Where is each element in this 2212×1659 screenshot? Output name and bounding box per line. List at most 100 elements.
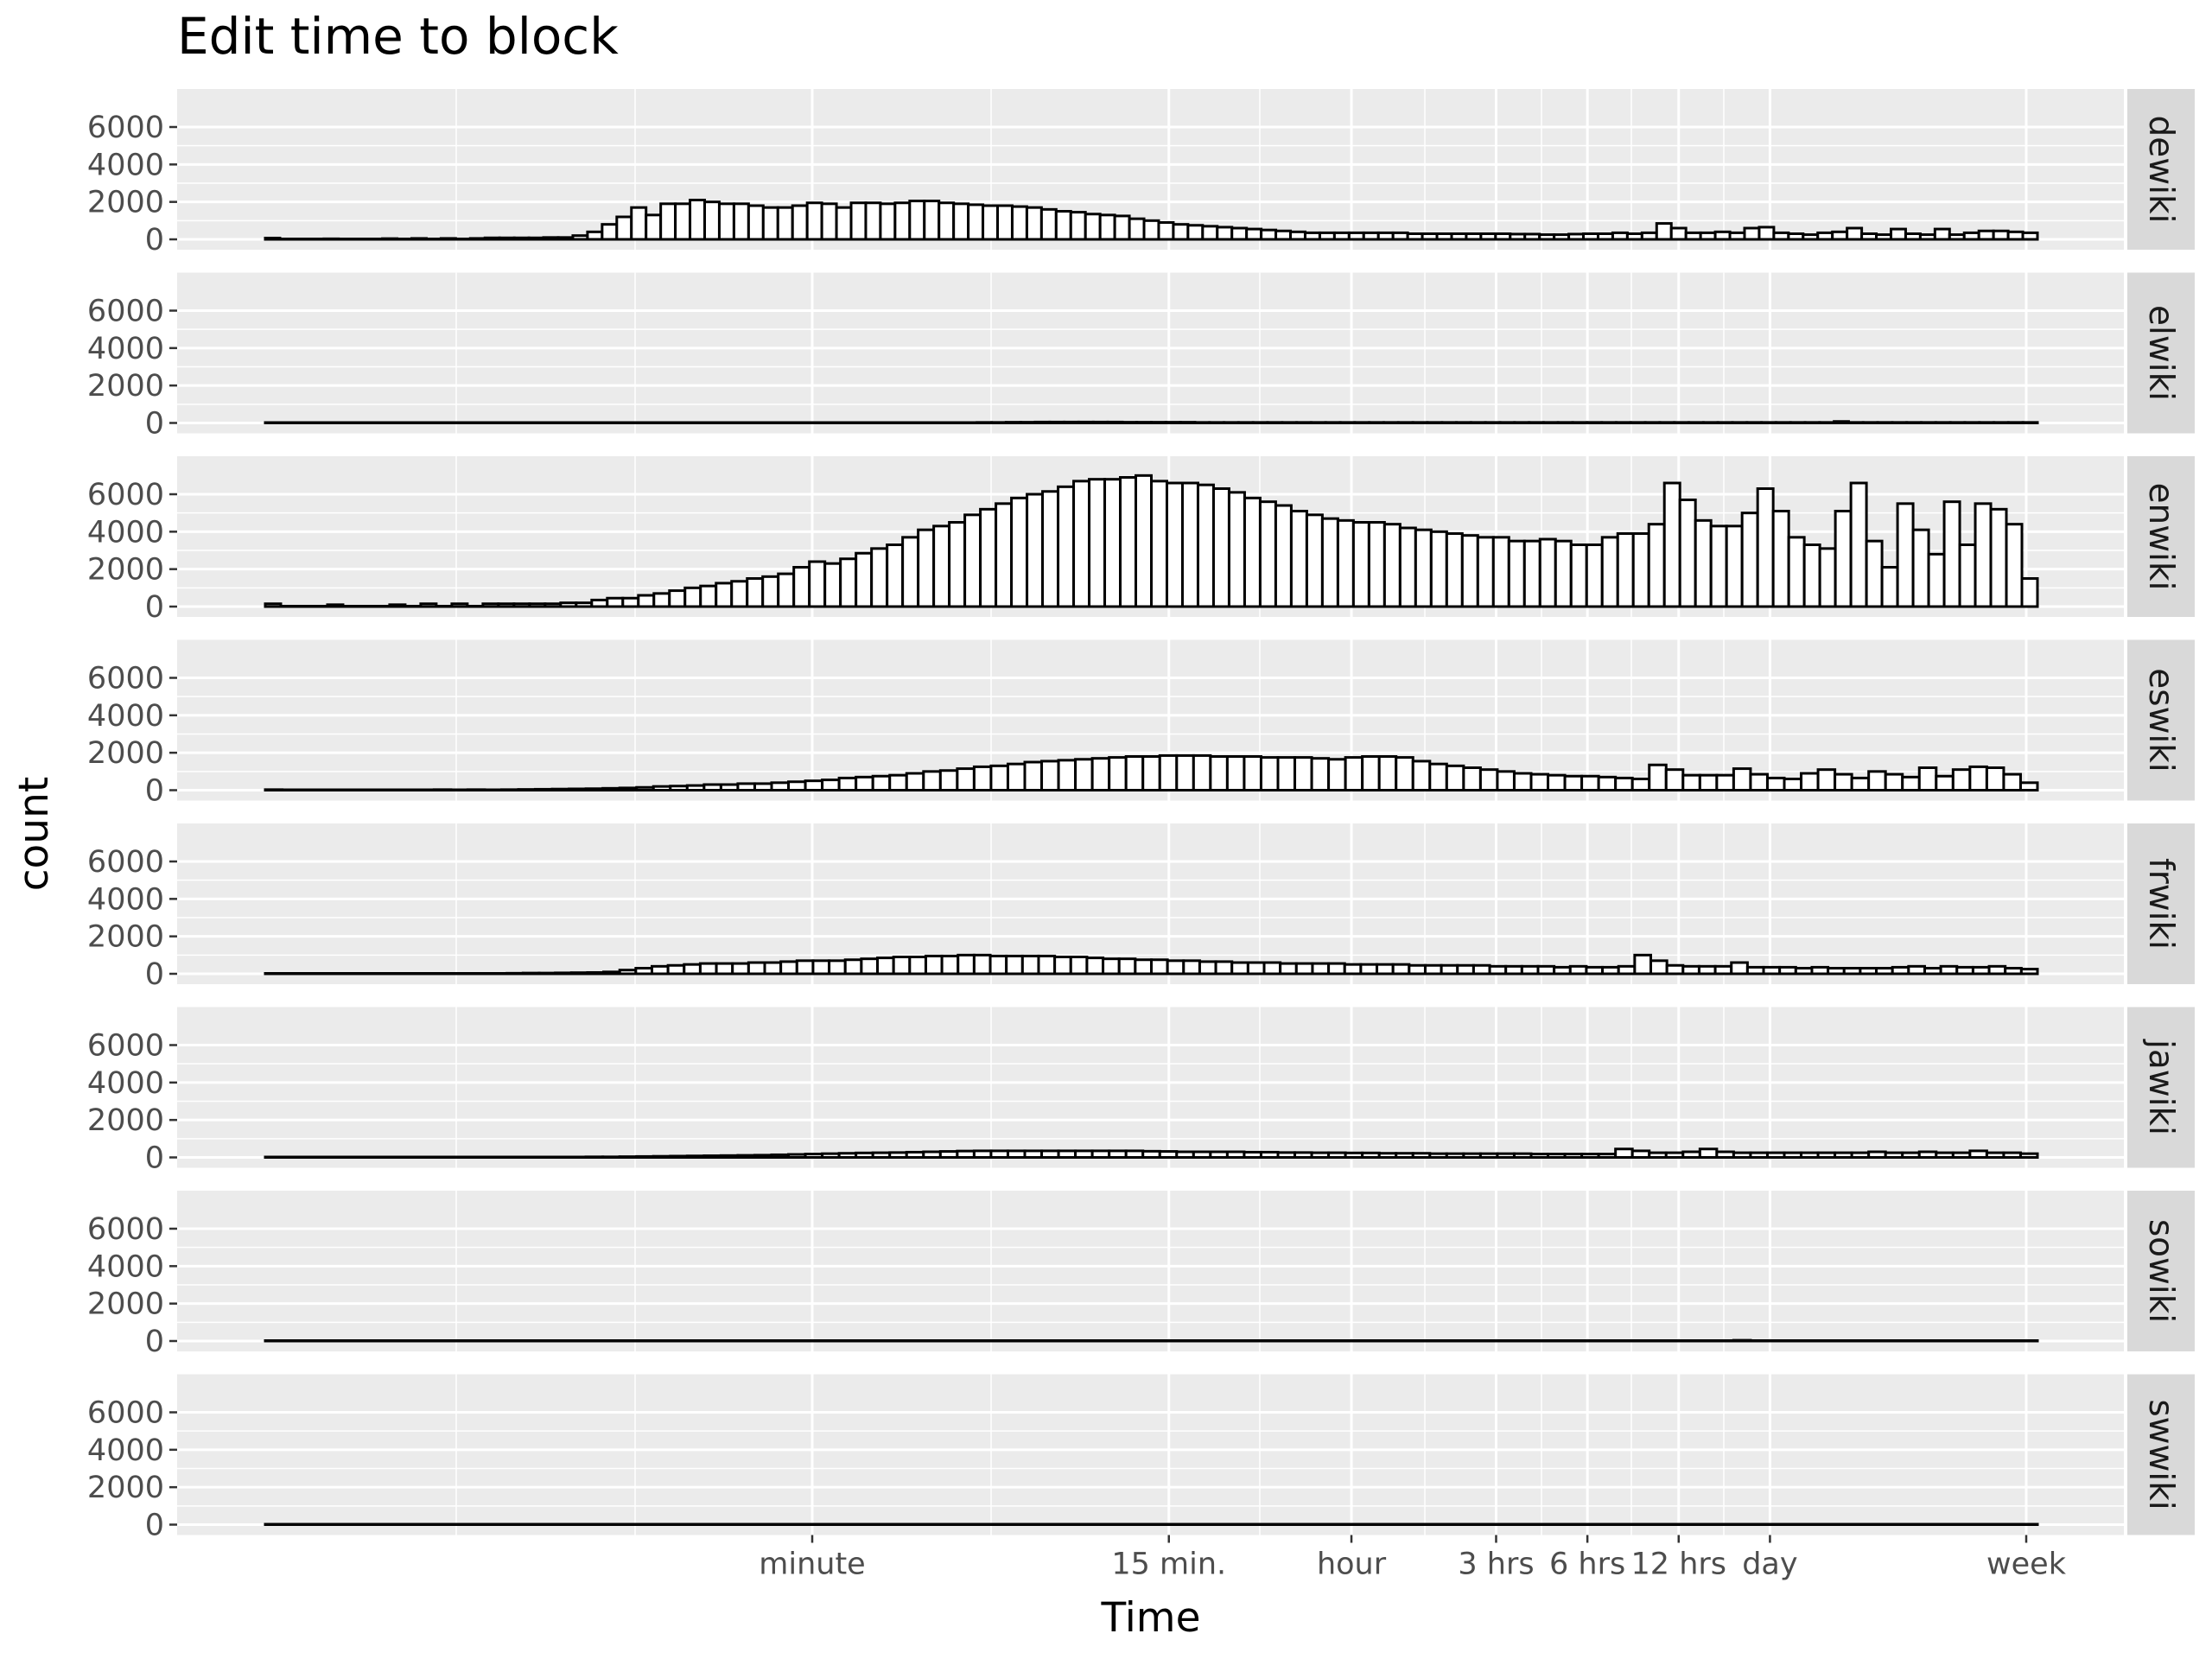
histogram-bar — [1917, 766, 1938, 791]
histogram-bar — [360, 972, 380, 976]
histogram-bar — [634, 967, 653, 976]
histogram-bar — [1294, 756, 1313, 791]
histogram-bar — [264, 602, 283, 608]
histogram-bar — [1765, 776, 1786, 792]
histogram-bar — [821, 779, 841, 791]
histogram-bar — [416, 1339, 435, 1343]
histogram-bar — [972, 1522, 993, 1526]
histogram-bar — [312, 972, 332, 976]
histogram-bar — [1057, 1522, 1077, 1526]
histogram-bar — [483, 1339, 503, 1343]
y-tick-label: 0 — [145, 407, 164, 442]
histogram-bar — [1198, 960, 1217, 976]
histogram-bar — [922, 770, 942, 791]
histogram-bar — [1091, 420, 1109, 424]
histogram-bar — [1884, 1522, 1904, 1526]
histogram-bar — [1917, 1522, 1938, 1526]
histogram-bar — [1172, 223, 1190, 241]
histogram-bar — [601, 1339, 621, 1343]
histogram-bar — [1310, 1339, 1331, 1343]
histogram-bar — [683, 963, 702, 976]
histogram-bar — [1665, 963, 1685, 976]
histogram-bar — [1450, 232, 1468, 241]
histogram-bar — [1318, 231, 1336, 241]
histogram-bar — [1361, 755, 1381, 791]
histogram-bar — [871, 1522, 892, 1526]
facet-strip — [2127, 639, 2195, 801]
histogram-bar — [1992, 229, 2010, 241]
histogram-bar — [893, 201, 912, 241]
histogram-bar — [1488, 964, 1508, 976]
histogram-bar — [761, 206, 779, 241]
histogram-bar — [732, 202, 750, 241]
facet-strip-label: eswiki — [2141, 668, 2180, 772]
histogram-bar — [901, 536, 920, 608]
histogram-bar — [1090, 1522, 1111, 1526]
histogram-bar — [602, 970, 621, 976]
histogram-bar — [702, 1339, 722, 1343]
histogram-bar — [1850, 1151, 1871, 1160]
histogram-bar — [988, 954, 1008, 976]
histogram-bar — [1715, 1339, 1735, 1343]
histogram-bar — [1611, 231, 1629, 241]
histogram-bar — [820, 202, 838, 241]
histogram-bar — [1933, 227, 1951, 241]
histogram-bar — [366, 238, 385, 241]
histogram-bar — [1601, 965, 1620, 976]
histogram-bar — [1756, 487, 1775, 608]
histogram-bar — [1428, 1339, 1448, 1343]
histogram-bar — [1367, 521, 1386, 608]
histogram-bar — [652, 592, 671, 608]
histogram-bar — [1800, 772, 1820, 791]
histogram-bar — [1165, 481, 1184, 608]
histogram-bar — [1108, 1149, 1128, 1159]
histogram-bar — [584, 787, 605, 791]
histogram-bar — [1849, 481, 1868, 608]
histogram-bar — [1141, 755, 1161, 791]
histogram-bar — [1166, 959, 1185, 976]
histogram-bar — [1553, 965, 1572, 976]
histogram-bar — [892, 956, 912, 976]
histogram-bar — [1547, 1339, 1567, 1343]
histogram-bar — [702, 1154, 722, 1160]
histogram-bar — [1225, 1339, 1246, 1343]
histogram-bar — [1088, 478, 1107, 608]
histogram-bar — [1098, 213, 1116, 241]
facet-strip-label: swwiki — [2141, 1399, 2180, 1510]
histogram-bar — [1816, 768, 1837, 792]
histogram-bar — [1108, 1339, 1128, 1343]
histogram-bar — [956, 1339, 976, 1343]
histogram-bar — [989, 1339, 1009, 1343]
histogram-bar — [1289, 510, 1308, 608]
histogram-bar — [1834, 1522, 1853, 1526]
histogram-bar — [1376, 231, 1395, 241]
histogram-bar — [441, 972, 461, 976]
histogram-bar — [1697, 964, 1717, 976]
histogram-bar — [1276, 1151, 1297, 1160]
histogram-bar — [449, 1155, 469, 1159]
histogram-bar — [1085, 957, 1105, 976]
histogram-bar — [1743, 226, 1761, 241]
histogram-bar — [1787, 536, 1806, 608]
histogram-bar — [804, 779, 824, 792]
histogram-bar — [1428, 762, 1448, 792]
histogram-bar — [2019, 968, 2039, 976]
histogram-bar — [888, 1522, 908, 1526]
histogram-bar — [1802, 233, 1820, 241]
histogram-bar — [770, 781, 791, 791]
histogram-bar — [1157, 221, 1175, 241]
histogram-bar — [1987, 964, 2007, 976]
histogram-bar — [753, 1154, 773, 1160]
histogram-bar — [792, 566, 811, 608]
histogram-bar — [326, 603, 345, 608]
histogram-bar — [669, 1154, 689, 1159]
histogram-bar — [1243, 1150, 1262, 1160]
facet-strip — [2127, 272, 2195, 434]
facet-strip — [2127, 1007, 2195, 1168]
histogram-bar — [860, 957, 880, 976]
histogram-bar — [550, 1522, 571, 1526]
histogram-bar — [1860, 232, 1878, 241]
histogram-bar — [952, 202, 970, 241]
histogram-bar — [1681, 1522, 1701, 1526]
histogram-bar — [1108, 756, 1128, 791]
